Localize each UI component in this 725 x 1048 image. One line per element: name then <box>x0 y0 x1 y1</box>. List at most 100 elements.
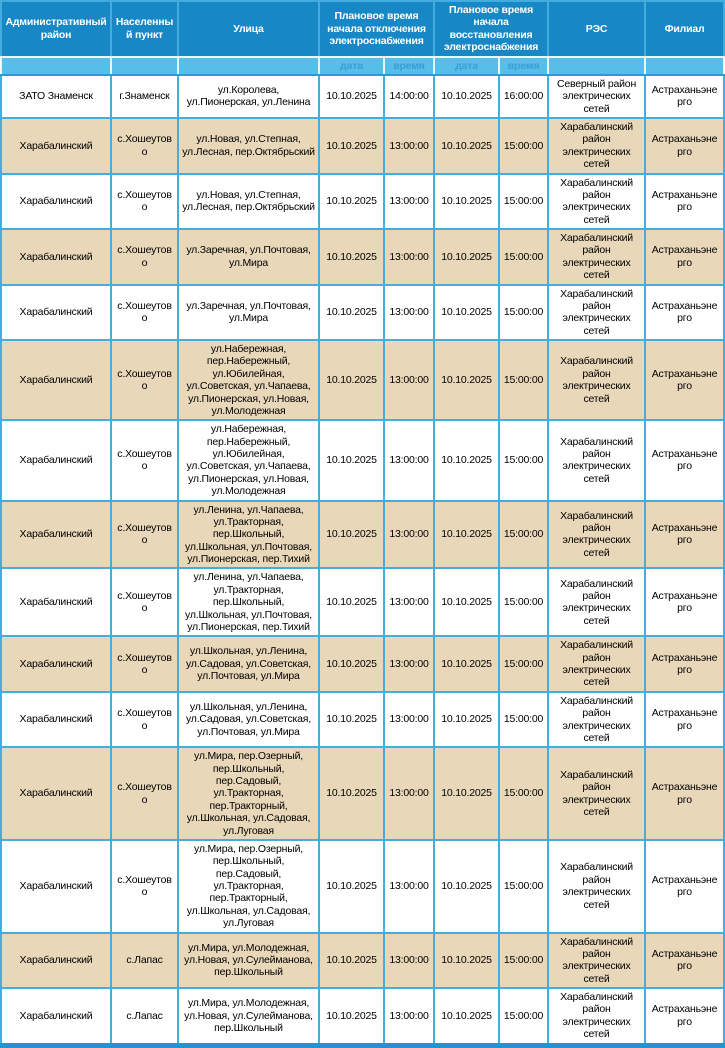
cell-restore-time: 15:00:00 <box>498 338 550 422</box>
cell-settlement: г.Знаменск <box>110 73 179 120</box>
cell-admin-district: Харабалинский <box>0 172 112 230</box>
cell-branch: Астраханьэнерго <box>644 338 725 422</box>
cell-restore-time: 15:00:00 <box>498 228 550 286</box>
cell-res: Харабалинский район электрических сетей <box>547 931 647 989</box>
cell-restore-time: 15:00:00 <box>498 567 550 638</box>
cell-restore-date: 10.10.2025 <box>433 690 501 749</box>
cell-outage-time: 13:00:00 <box>382 838 436 934</box>
table-row: Харабалинский с.Хошеутово ул.Заречная, ул.… <box>0 228 725 286</box>
cell-outage-date: 10.10.2025 <box>318 987 385 1046</box>
table-row: Харабалинский с.Хошеутово ул.Набережная, п… <box>0 419 725 502</box>
col-header-restore-group: Плановое время начала восстановления эле… <box>433 0 550 58</box>
cell-admin-district: Харабалинский <box>0 635 112 693</box>
cell-branch: Астраханьэнерго <box>644 838 725 934</box>
cell-restore-time: 15:00:00 <box>498 499 550 570</box>
cell-streets: ул.Мира, пер.Озерный, пер.Школьный, пер.… <box>177 746 320 841</box>
cell-branch: Астраханьэнерго <box>644 499 725 570</box>
cell-restore-time: 15:00:00 <box>498 283 550 341</box>
cell-streets: ул.Набережная, пер.Набережный, ул.Юбилей… <box>177 338 320 422</box>
cell-outage-date: 10.10.2025 <box>318 690 385 749</box>
subheader-empty-res <box>547 55 647 76</box>
cell-admin-district: Харабалинский <box>0 338 112 422</box>
table-row: Харабалинский с.Лапас ул.Мира, ул.Молодежн… <box>0 987 725 1046</box>
cell-restore-date: 10.10.2025 <box>433 338 501 422</box>
header-row-sub: дата время дата время <box>0 55 725 76</box>
cell-streets: ул.Заречная, ул.Почтовая, ул.Мира <box>177 228 320 286</box>
cell-res: Харабалинский район электрических сетей <box>547 499 647 570</box>
cell-outage-date: 10.10.2025 <box>318 931 385 989</box>
cell-outage-time: 13:00:00 <box>382 690 436 749</box>
cell-branch: Астраханьэнерго <box>644 567 725 638</box>
cell-restore-time: 15:00:00 <box>498 172 550 230</box>
cell-restore-date: 10.10.2025 <box>433 172 501 230</box>
cell-admin-district: Харабалинский <box>0 987 112 1046</box>
cell-settlement: с.Хошеутово <box>110 838 179 934</box>
cell-outage-date: 10.10.2025 <box>318 338 385 422</box>
cell-streets: ул.Ленина, ул.Чапаева, ул.Тракторная, пе… <box>177 567 320 638</box>
table-body: ЗАТО Знаменск г.Знаменск ул.Королева, ул.П… <box>0 73 725 1046</box>
cell-restore-time: 15:00:00 <box>498 635 550 693</box>
cell-res: Харабалинский район электрических сетей <box>547 283 647 341</box>
cell-res: Харабалинский район электрических сетей <box>547 838 647 934</box>
cell-res: Харабалинский район электрических сетей <box>547 635 647 693</box>
cell-outage-date: 10.10.2025 <box>318 838 385 934</box>
cell-outage-date: 10.10.2025 <box>318 172 385 230</box>
table-header: Административный район Населенный пункт … <box>0 0 725 76</box>
cell-restore-date: 10.10.2025 <box>433 499 501 570</box>
cell-restore-date: 10.10.2025 <box>433 419 501 502</box>
cell-admin-district: Харабалинский <box>0 499 112 570</box>
cell-outage-date: 10.10.2025 <box>318 228 385 286</box>
cell-settlement: с.Хошеутово <box>110 746 179 841</box>
cell-outage-date: 10.10.2025 <box>318 73 385 120</box>
table-row: Харабалинский с.Хошеутово ул.Школьная, ул.… <box>0 635 725 693</box>
cell-outage-time: 13:00:00 <box>382 228 436 286</box>
cell-streets: ул.Заречная, ул.Почтовая, ул.Мира <box>177 283 320 341</box>
cell-outage-date: 10.10.2025 <box>318 499 385 570</box>
subheader-restore-time: время <box>498 55 550 76</box>
cell-outage-time: 14:00:00 <box>382 73 436 120</box>
cell-streets: ул.Школьная, ул.Ленина, ул.Садовая, ул.С… <box>177 690 320 749</box>
cell-res: Харабалинский район электрических сетей <box>547 419 647 502</box>
cell-outage-date: 10.10.2025 <box>318 567 385 638</box>
cell-branch: Астраханьэнерго <box>644 931 725 989</box>
cell-res: Харабалинский район электрических сетей <box>547 117 647 175</box>
cell-restore-time: 15:00:00 <box>498 838 550 934</box>
cell-outage-date: 10.10.2025 <box>318 117 385 175</box>
table-row: Харабалинский с.Хошеутово ул.Школьная, ул.… <box>0 690 725 749</box>
cell-settlement: с.Хошеутово <box>110 635 179 693</box>
col-header-branch: Филиал <box>644 0 725 58</box>
subheader-empty-branch <box>644 55 725 76</box>
cell-restore-time: 16:00:00 <box>498 73 550 120</box>
cell-outage-time: 13:00:00 <box>382 117 436 175</box>
cell-settlement: с.Хошеутово <box>110 419 179 502</box>
cell-outage-time: 13:00:00 <box>382 635 436 693</box>
cell-restore-date: 10.10.2025 <box>433 838 501 934</box>
subheader-empty-admin <box>0 55 112 76</box>
cell-restore-date: 10.10.2025 <box>433 73 501 120</box>
cell-settlement: с.Хошеутово <box>110 283 179 341</box>
cell-admin-district: Харабалинский <box>0 419 112 502</box>
cell-outage-date: 10.10.2025 <box>318 419 385 502</box>
table-row: Харабалинский с.Лапас ул.Мира, ул.Молодежн… <box>0 931 725 989</box>
cell-restore-date: 10.10.2025 <box>433 931 501 989</box>
cell-settlement: с.Лапас <box>110 931 179 989</box>
cell-admin-district: Харабалинский <box>0 690 112 749</box>
cell-res: Харабалинский район электрических сетей <box>547 338 647 422</box>
cell-outage-date: 10.10.2025 <box>318 635 385 693</box>
cell-outage-date: 10.10.2025 <box>318 746 385 841</box>
table-row: ЗАТО Знаменск г.Знаменск ул.Королева, ул.П… <box>0 73 725 120</box>
cell-branch: Астраханьэнерго <box>644 635 725 693</box>
col-header-admin-district: Административный район <box>0 0 112 58</box>
cell-branch: Астраханьэнерго <box>644 746 725 841</box>
cell-restore-time: 15:00:00 <box>498 931 550 989</box>
cell-settlement: с.Хошеутово <box>110 690 179 749</box>
cell-outage-time: 13:00:00 <box>382 499 436 570</box>
cell-admin-district: Харабалинский <box>0 838 112 934</box>
cell-branch: Астраханьэнерго <box>644 987 725 1046</box>
cell-admin-district: Харабалинский <box>0 567 112 638</box>
cell-streets: ул.Новая, ул.Степная, ул.Лесная, пер.Окт… <box>177 172 320 230</box>
cell-branch: Астраханьэнерго <box>644 419 725 502</box>
cell-streets: ул.Мира, ул.Молодежная, ул.Новая, ул.Сул… <box>177 987 320 1046</box>
